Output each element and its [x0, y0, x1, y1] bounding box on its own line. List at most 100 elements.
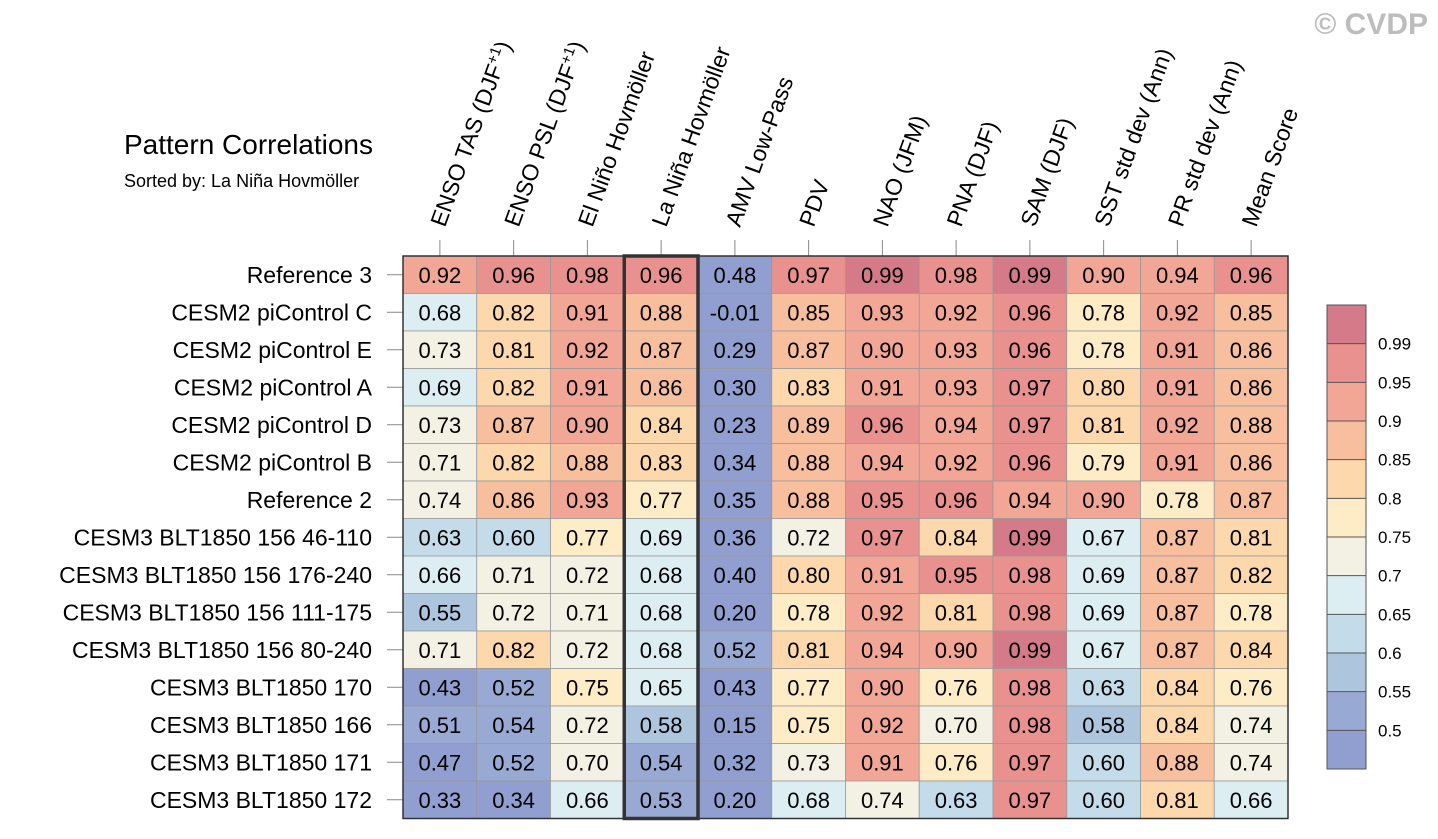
cell-value: 0.88	[566, 450, 609, 475]
heatmap-cell	[476, 480, 551, 519]
cell-value: 0.72	[492, 600, 535, 625]
cell-value: 0.88	[1230, 413, 1273, 438]
cell-value: 0.99	[1008, 638, 1051, 663]
cell-value: 0.96	[492, 263, 535, 288]
cell-value: 0.87	[1156, 563, 1199, 588]
cell-value: 0.68	[787, 788, 830, 813]
cell-value: 0.88	[1156, 750, 1199, 775]
heatmap-cell	[992, 705, 1068, 744]
cell-value: 0.99	[1008, 525, 1051, 550]
cell-value: 0.20	[713, 600, 756, 625]
colorbar-segment	[1327, 614, 1366, 653]
cell-value: 0.96	[1008, 300, 1051, 325]
cell-value: 0.90	[861, 675, 904, 700]
highlight-frame	[622, 254, 700, 821]
cell-value: 0.93	[566, 488, 609, 513]
column-header-mean-score: Mean Score	[1236, 104, 1303, 229]
heatmap-cell	[697, 330, 773, 369]
chart-title: Pattern Correlations	[124, 129, 373, 160]
cell-value: 0.54	[492, 713, 535, 738]
chart-subtitle: Sorted by: La Niña Hovmöller	[124, 171, 359, 191]
heatmap-cell	[992, 368, 1068, 407]
heatmap-cell	[845, 255, 920, 294]
cell-value: 0.74	[418, 488, 461, 513]
colorbar-label: 0.7	[1378, 567, 1402, 586]
heatmap-cell	[1213, 555, 1289, 594]
heatmap-cell	[550, 443, 625, 482]
cell-value: 0.86	[492, 488, 535, 513]
row-label: CESM3 BLT1850 156 176-240	[59, 562, 372, 588]
heatmap-cell	[1213, 405, 1289, 444]
cell-value: 0.77	[787, 675, 830, 700]
heatmap-cell	[992, 480, 1068, 519]
colorbar-segment	[1327, 305, 1366, 344]
heatmap-cell	[918, 593, 994, 632]
row-label: CESM3 BLT1850 156 46-110	[74, 524, 372, 550]
cell-value: 0.76	[935, 675, 978, 700]
cell-value: 0.94	[1008, 488, 1051, 513]
colorbar-label: 0.8	[1378, 489, 1402, 508]
column-header-sam-djf: SAM (DJF)	[1015, 114, 1078, 230]
heatmap-cell	[992, 405, 1068, 444]
cell-value: 0.95	[935, 563, 978, 588]
colorbar-label: 0.65	[1378, 605, 1411, 624]
cell-value: 0.77	[566, 525, 609, 550]
cell-value: 0.91	[566, 375, 609, 400]
cell-value: 0.92	[935, 300, 978, 325]
heatmap-cell	[771, 330, 846, 369]
cell-value: 0.85	[787, 300, 830, 325]
cell-value: 0.98	[935, 263, 978, 288]
heatmap-cell	[476, 780, 551, 819]
colorbar-label: 0.6	[1378, 644, 1402, 663]
cell-value: 0.93	[935, 375, 978, 400]
heatmap-cell	[992, 630, 1068, 669]
heatmap-cell	[845, 593, 920, 632]
heatmap-cell	[918, 743, 994, 782]
cell-value: 0.98	[1008, 600, 1051, 625]
cell-value: 0.94	[861, 450, 904, 475]
heatmap-cell	[845, 668, 920, 707]
cell-value: 0.83	[787, 375, 830, 400]
cell-value: 0.86	[640, 375, 683, 400]
heatmap-cell	[1140, 293, 1215, 332]
cell-value: 0.87	[1156, 638, 1199, 663]
cell-value: 0.66	[566, 788, 609, 813]
cell-value: 0.58	[640, 713, 683, 738]
row-label: CESM3 BLT1850 170	[150, 674, 372, 700]
heatmap-cell	[992, 743, 1068, 782]
colorbar-segment	[1327, 498, 1366, 537]
colorbar-segment	[1327, 653, 1366, 692]
row-label: CESM3 BLT1850 172	[150, 787, 372, 813]
colorbar-label: 0.55	[1378, 683, 1411, 702]
cell-value: 0.81	[1156, 788, 1199, 813]
heatmap-cell	[1066, 705, 1141, 744]
cell-value: 0.90	[1082, 263, 1125, 288]
grid-border	[402, 255, 1289, 820]
column-header-pdv: PDV	[794, 176, 835, 230]
heatmap-cell	[1066, 443, 1141, 482]
cell-value: 0.30	[713, 375, 756, 400]
cell-value: 0.78	[1082, 338, 1125, 363]
cell-value: 0.71	[492, 563, 535, 588]
heatmap-cell	[1140, 480, 1215, 519]
cell-value: 0.60	[1082, 750, 1125, 775]
cell-value: 0.78	[1156, 488, 1199, 513]
row-label: CESM2 piControl C	[171, 299, 372, 325]
heatmap-cell	[992, 555, 1068, 594]
cell-value: 0.87	[640, 338, 683, 363]
cell-value: 0.92	[861, 600, 904, 625]
heatmap-cell	[771, 405, 846, 444]
cell-value: 0.81	[1082, 413, 1125, 438]
heatmap-cell	[550, 330, 625, 369]
heatmap-cell	[992, 518, 1068, 557]
cell-value: 0.69	[640, 525, 683, 550]
cell-value: 0.32	[713, 750, 756, 775]
cell-value: 0.63	[418, 525, 461, 550]
heatmap-cell	[1140, 405, 1215, 444]
heatmap-cell	[771, 368, 846, 407]
heatmap-cell	[697, 630, 773, 669]
row-label: CESM2 piControl E	[173, 337, 372, 363]
cell-value: 0.63	[935, 788, 978, 813]
cell-value: 0.72	[566, 563, 609, 588]
heatmap-cell	[845, 330, 920, 369]
